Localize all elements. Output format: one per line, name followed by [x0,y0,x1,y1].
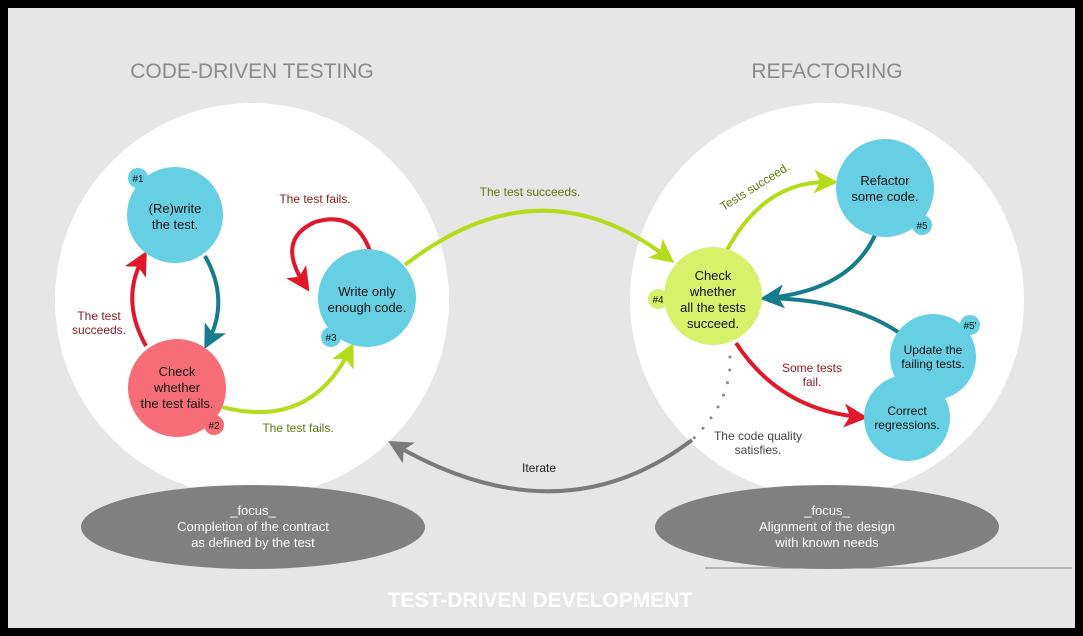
arrow-refactor-to-check [760,234,877,309]
arrow-tests-succeed [725,169,838,251]
svg-text:the test.: the test. [152,217,198,232]
node-check-all-tests: #4 Check whether all the tests succeed. [648,247,762,345]
svg-text:Correct: Correct [887,404,927,418]
svg-text:#5': #5' [963,321,976,332]
node-write-code: #3 Write only enough code. [318,249,416,347]
arrow-some-fail [734,341,868,428]
svg-text:whether: whether [689,284,737,299]
label-some-fail-l1: Some tests [782,361,842,375]
right-focus-line1: Alignment of the design [759,519,895,534]
label-test-succeeds-l1: The test [77,309,121,323]
label-iterate: Iterate [522,461,556,475]
left-focus-line1: Completion of the contract [177,519,329,534]
label-test-succeeds-bridge: The test succeeds. [480,185,581,199]
arrow-bridge [403,208,675,267]
label-test-fails-green: The test fails. [262,421,333,435]
svg-text:#4: #4 [652,295,664,306]
svg-text:all the tests: all the tests [680,300,746,315]
label-test-fails-loop: The test fails. [279,192,350,206]
svg-text:(Re)write: (Re)write [149,201,202,216]
svg-text:failing tests.: failing tests. [901,357,964,371]
node-rewrite-test: #1 (Re)write the test. [127,167,223,263]
svg-text:Check: Check [695,268,732,283]
arrow-iterate [388,438,694,494]
arrow-succeeds-to-rewrite [124,250,148,347]
svg-text:Refactor: Refactor [860,173,910,188]
svg-text:Check: Check [159,364,196,379]
svg-text:whether: whether [153,380,201,395]
left-focus-ellipse [81,485,425,569]
node-check-test-fails: #2 Check whether the test fails. [128,339,226,437]
node-refactor: #5 Refactor some code. [836,139,934,237]
svg-text:enough code.: enough code. [328,300,407,315]
label-some-fail-l2: fail. [803,375,822,389]
arrow-update-to-check [767,296,900,334]
right-focus-title: _focus_ [803,503,850,518]
svg-text:succeed.: succeed. [687,316,739,331]
label-quality-l1: The code quality [714,429,802,443]
svg-text:#3: #3 [325,333,337,344]
arrow-write-to-check [203,255,227,350]
arrow-fail-loop [286,217,372,292]
label-quality-l2: satisfies. [735,443,782,457]
svg-text:#5: #5 [916,221,928,232]
arrow-fails-to-code [221,342,354,415]
left-section-title: CODE-DRIVEN TESTING [130,60,373,83]
node-correct-regressions: Correct regressions. [864,375,950,461]
footer-title: TEST-DRIVEN DEVELOPMENT [388,589,693,612]
label-test-succeeds-l2: succeeds. [72,323,126,337]
left-focus-title: _focus_ [229,503,276,518]
right-section-title: REFACTORING [751,60,902,83]
svg-text:regressions.: regressions. [874,418,939,432]
right-focus-ellipse [655,485,999,569]
right-focus-line2: with known needs [774,535,879,550]
svg-text:some code.: some code. [851,189,918,204]
left-focus-line2: as defined by the test [191,535,315,550]
svg-text:#2: #2 [208,421,220,432]
svg-text:#1: #1 [132,174,144,185]
svg-text:the test fails.: the test fails. [141,396,214,411]
svg-text:Write only: Write only [338,284,396,299]
svg-text:Update the: Update the [904,343,963,357]
